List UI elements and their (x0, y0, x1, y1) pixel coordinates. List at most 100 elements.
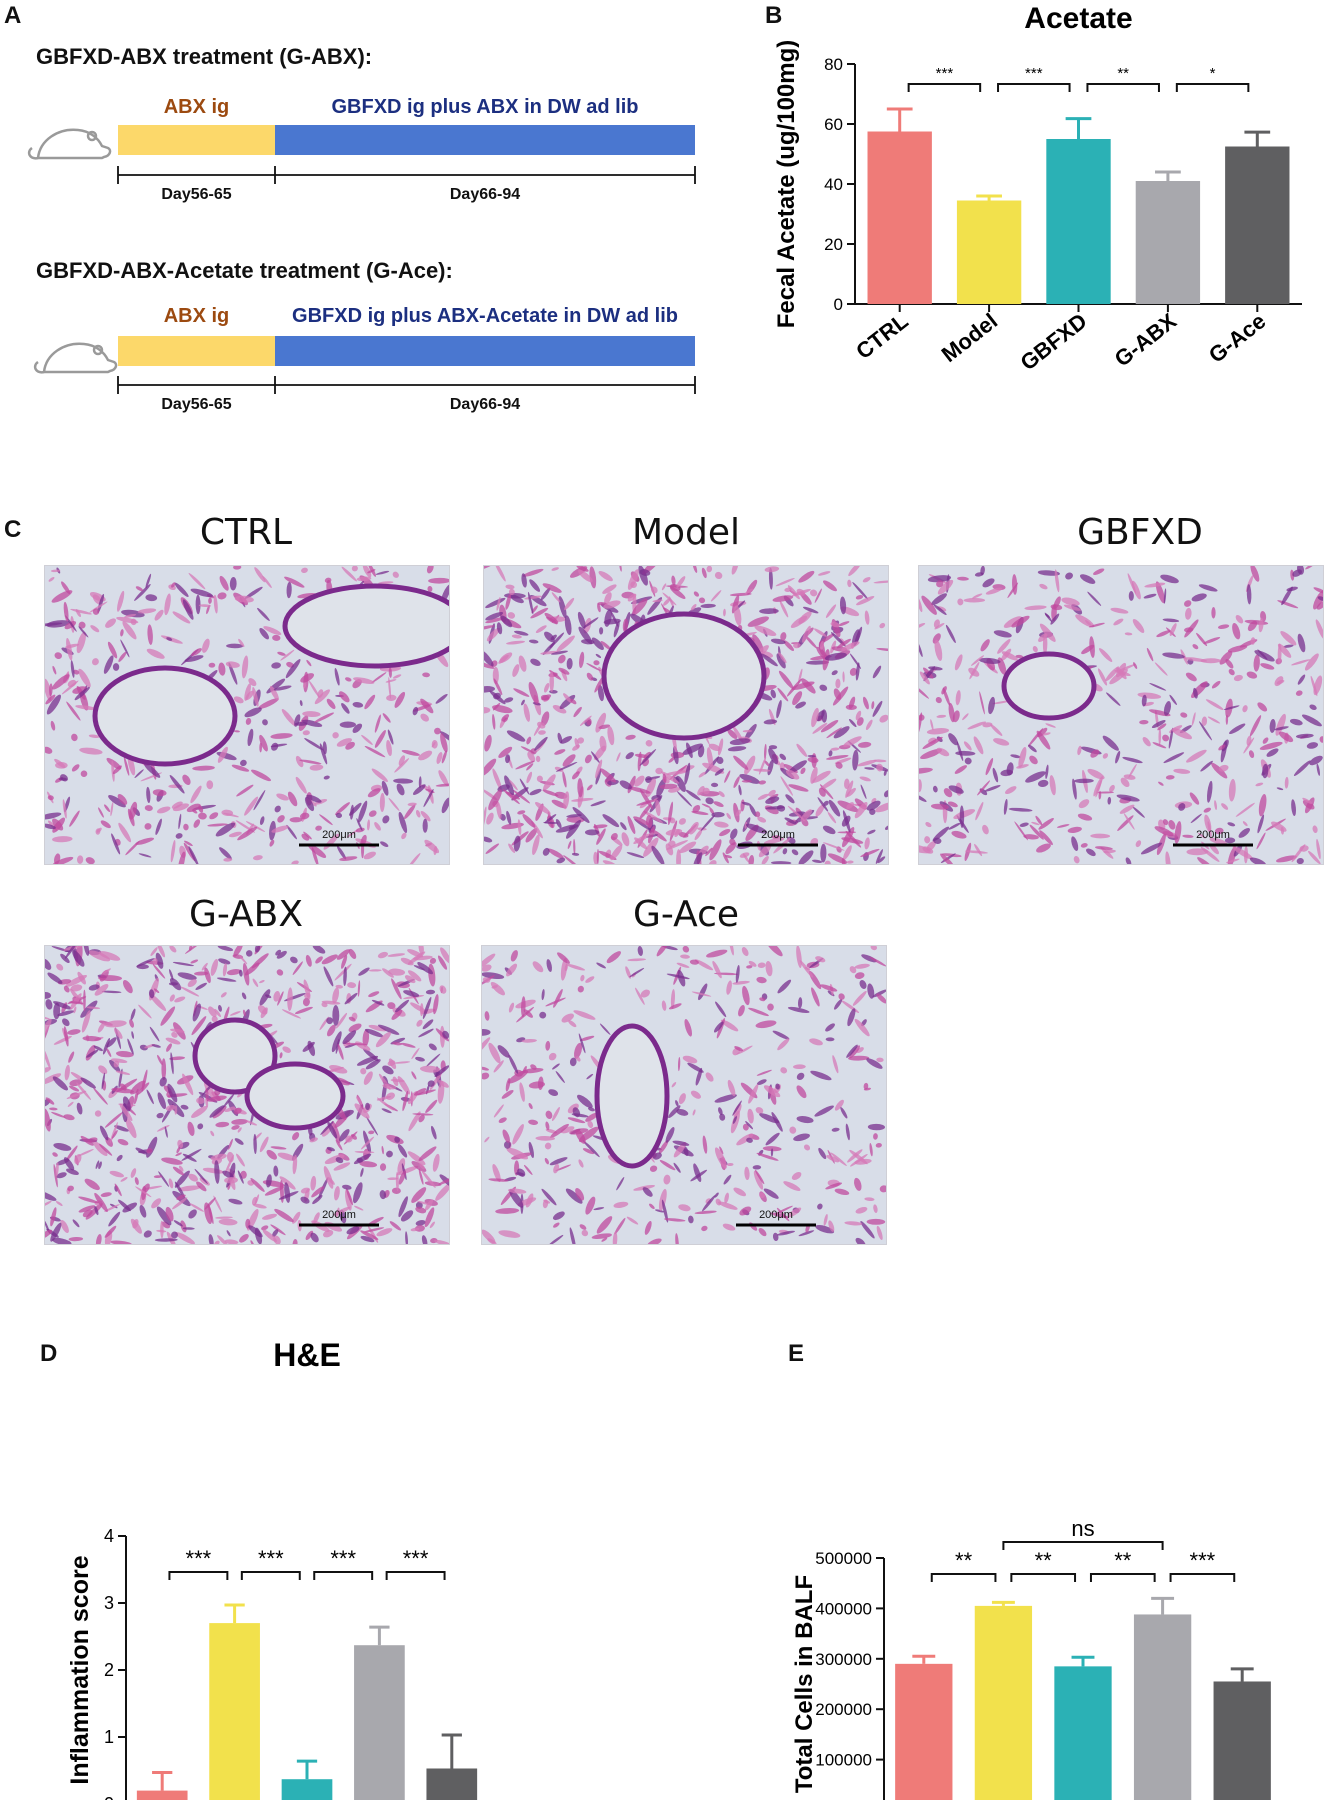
significance-label: ** (1035, 1548, 1053, 1573)
significance-label: *** (1190, 1548, 1216, 1573)
panel-letter-b: B (765, 2, 783, 29)
tissue-texture (919, 566, 1323, 864)
significance-bracket (1169, 1573, 1236, 1582)
significance-label: ** (1114, 1548, 1132, 1573)
micrograph-g-ace: 200μm (481, 945, 887, 1245)
bar-gbfxd (1054, 1666, 1112, 1800)
y-tick-label: 100000 (815, 1751, 872, 1770)
significance-bracket (385, 1571, 446, 1580)
bar-gbfxd (281, 1779, 333, 1800)
scheme-2-day1: Day56-65 (161, 396, 232, 413)
bar-g-ace (1225, 146, 1290, 304)
scale-bar-label: 200μm (322, 1209, 356, 1221)
bar-gbfxd (1046, 139, 1111, 304)
airway-lumen (282, 583, 449, 669)
y-tick-label: 80 (824, 55, 843, 74)
mouse-icon (33, 342, 118, 374)
micrograph-title-gbfxd: GBFXD (1077, 512, 1203, 553)
y-tick-label: 3 (104, 1593, 114, 1613)
y-tick-label: 2 (104, 1660, 114, 1680)
significance-label: *** (330, 1546, 356, 1571)
micrograph-gbfxd: 200μm (918, 565, 1324, 865)
y-tick-label: 0 (834, 295, 843, 314)
bar-model (956, 200, 1022, 304)
chart-balf-cells: 0100000200000300000400000500000Total Cel… (791, 1516, 1271, 1800)
chart-title: H&E (273, 1337, 341, 1373)
abx-segment-bar (118, 125, 275, 155)
gbfxd-acetate-segment-bar (275, 336, 695, 366)
scheme-2-seg2-label: GBFXD ig plus ABX-Acetate in DW ad lib (292, 305, 678, 327)
micrograph-g-abx: 200μm (44, 945, 450, 1245)
y-axis-label: Total Cells in BALF (791, 1575, 818, 1793)
x-tick-label: Model (937, 308, 1002, 367)
scheme-1-title: GBFXD-ABX treatment (G-ABX): (36, 44, 373, 69)
panel-letter-c: C (4, 516, 22, 543)
significance-label: ns (1071, 1516, 1094, 1541)
scheme-1-day1: Day56-65 (161, 186, 232, 203)
bar-g-ace (1213, 1681, 1271, 1800)
panel-letter-a: A (4, 2, 22, 29)
y-tick-label: 400000 (815, 1599, 872, 1618)
micrograph-title-ctrl: CTRL (199, 512, 293, 553)
gbfxd-segment-bar (275, 125, 695, 155)
tissue-texture (45, 566, 449, 864)
y-tick-label: 1 (104, 1727, 114, 1747)
scheme-2-title: GBFXD-ABX-Acetate treatment (G-Ace): (36, 258, 453, 283)
bar-model (974, 1605, 1033, 1800)
scale-bar-label: 200μm (1196, 829, 1230, 841)
airway-lumen (601, 611, 767, 741)
bar-ctrl (895, 1663, 953, 1800)
bar-model (209, 1623, 260, 1800)
significance-bracket (1010, 1573, 1077, 1582)
scheme-2-day2: Day66-94 (449, 396, 521, 413)
significance-label: *** (186, 1546, 212, 1571)
y-tick-label: 60 (824, 115, 843, 134)
significance-bracket (1175, 83, 1250, 92)
tissue-texture (45, 946, 449, 1244)
micrograph-model: 200μm (483, 565, 889, 865)
significance-bracket (1086, 83, 1160, 92)
y-tick-label: 0 (104, 1794, 114, 1800)
y-tick-label: 500000 (815, 1549, 872, 1568)
scheme-2-seg1-label: ABX ig (163, 305, 230, 327)
scale-bar-label: 200μm (322, 829, 356, 841)
bar-g-ace (426, 1768, 478, 1800)
y-tick-label: 40 (824, 175, 843, 194)
bar-g-abx (1135, 181, 1201, 304)
airway-lumen (594, 1023, 670, 1169)
scale-bar-label: 200μm (761, 829, 795, 841)
significance-label: ** (1117, 65, 1129, 82)
y-tick-label: 4 (104, 1526, 114, 1546)
scheme-1-day2: Day66-94 (449, 186, 521, 203)
significance-bracket (930, 1573, 997, 1582)
significance-label: ** (955, 1548, 973, 1573)
scheme-1-seg1-label: ABX ig (163, 96, 230, 118)
airway-lumen (244, 1061, 346, 1131)
significance-bracket (313, 1571, 374, 1580)
airway-lumen (92, 665, 238, 767)
treatment-schemes (27, 125, 696, 394)
significance-bracket (1089, 1573, 1156, 1582)
micrograph-title-model: Model (631, 512, 741, 553)
significance-label: *** (258, 1546, 284, 1571)
abx-segment-bar (118, 336, 275, 366)
bar-g-abx (1133, 1614, 1192, 1800)
significance-bracket (1002, 1541, 1164, 1550)
significance-bracket (997, 83, 1071, 92)
significance-label: * (1210, 65, 1216, 82)
bar-g-abx (354, 1645, 405, 1800)
airway-lumen (192, 1017, 278, 1095)
tissue-texture (484, 566, 888, 864)
micrograph-title-g-ace: G-Ace (632, 894, 740, 935)
significance-bracket (240, 1571, 301, 1580)
mouse-icon (27, 128, 112, 160)
chart-inflammation: H&E01234Inflammation scoreCTRLModelGBFXD… (66, 1337, 478, 1800)
micrograph-ctrl: 200μm (44, 565, 450, 865)
bar-ctrl (136, 1790, 188, 1800)
y-axis-label: Fecal Acetate (ug/100mg) (773, 40, 800, 329)
chart-acetate: Acetate 0 20 40 60 80 Fecal Acetate (ug/100mg)… (773, 2, 1302, 375)
bar-ctrl (867, 131, 932, 304)
x-tick-label: G-Ace (1204, 308, 1270, 368)
scale-bar-label: 200μm (759, 1209, 793, 1221)
y-tick-label: 200000 (815, 1700, 872, 1719)
